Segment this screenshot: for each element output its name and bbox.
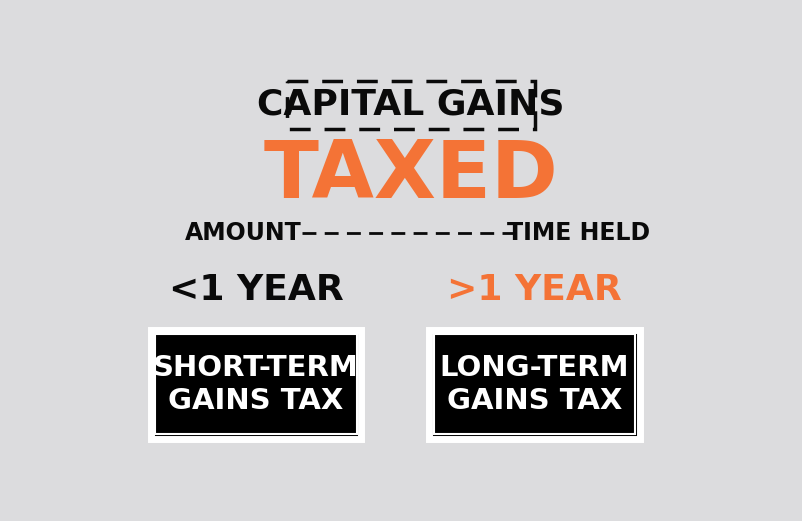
Text: AMOUNT: AMOUNT (185, 221, 302, 245)
FancyBboxPatch shape (434, 334, 635, 435)
FancyBboxPatch shape (429, 330, 640, 439)
Text: TAXED: TAXED (264, 138, 558, 216)
FancyBboxPatch shape (156, 334, 357, 435)
Text: CAPITAL GAINS: CAPITAL GAINS (257, 88, 565, 122)
Text: LONG-TERM
GAINS TAX: LONG-TERM GAINS TAX (439, 354, 629, 415)
Text: TIME HELD: TIME HELD (507, 221, 650, 245)
FancyBboxPatch shape (151, 330, 362, 439)
Text: SHORT-TERM
GAINS TAX: SHORT-TERM GAINS TAX (153, 354, 359, 415)
Text: <1 YEAR: <1 YEAR (168, 272, 343, 307)
Text: >1 YEAR: >1 YEAR (447, 272, 622, 307)
